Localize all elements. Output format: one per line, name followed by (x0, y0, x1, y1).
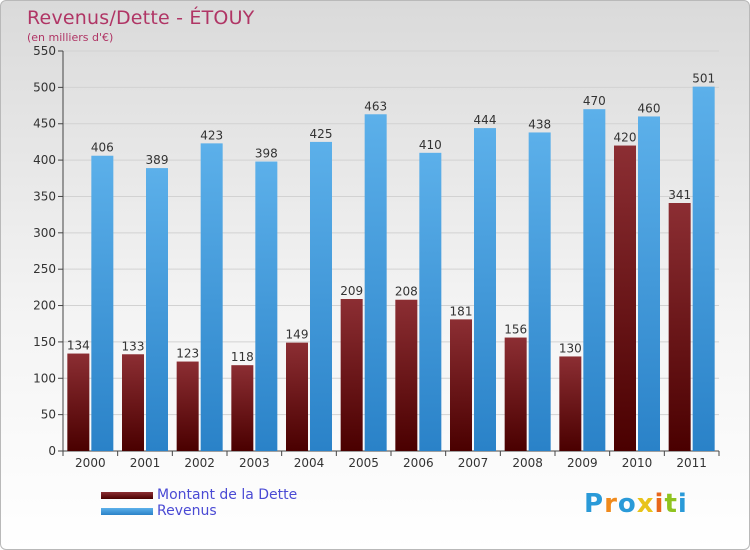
chart-subtitle: (en milliers d'€) (27, 31, 114, 44)
x-tick-label: 2002 (184, 456, 215, 470)
x-tick-label: 2005 (348, 456, 379, 470)
bar-revenus (310, 141, 332, 451)
y-tick-label: 400 (33, 153, 56, 167)
legend-label-revenus: Revenus (157, 503, 217, 519)
bar-revenus (528, 132, 551, 452)
chart-title: Revenus/Dette - ÉTOUY (27, 7, 255, 29)
data-label-dette: 134 (67, 339, 90, 353)
data-label-revenus: 460 (638, 101, 661, 115)
x-tick-label: 2000 (75, 456, 106, 470)
legend-swatch-dette (101, 491, 153, 499)
data-label-revenus: 463 (364, 99, 387, 113)
y-tick-label: 500 (33, 80, 56, 94)
data-label-dette: 156 (504, 323, 527, 337)
bar-dette (450, 319, 472, 451)
y-tick-label: 150 (33, 335, 56, 349)
legend-label-dette: Montant de la Dette (157, 487, 298, 503)
x-tick-label: 2003 (239, 456, 270, 470)
proxiti-logo: Proxiti (584, 489, 688, 519)
data-label-revenus: 398 (255, 147, 278, 161)
data-label-dette: 123 (176, 347, 199, 361)
x-tick-label: 2007 (458, 456, 489, 470)
bar-revenus (419, 152, 442, 451)
data-label-dette: 209 (340, 284, 363, 298)
data-label-revenus: 444 (474, 113, 497, 127)
data-label-revenus: 438 (528, 117, 551, 131)
bar-revenus (200, 143, 223, 451)
y-tick-label: 250 (33, 262, 56, 276)
bar-dette (668, 203, 691, 451)
x-tick-label: 2011 (676, 456, 707, 470)
y-tick-label: 300 (33, 226, 56, 240)
bar-revenus (638, 116, 660, 452)
bar-dette (504, 337, 527, 451)
data-label-dette: 130 (559, 341, 582, 355)
bar-dette (231, 365, 254, 451)
x-tick-label: 2010 (622, 456, 653, 470)
x-tick-label: 2008 (512, 456, 543, 470)
data-label-revenus: 389 (146, 153, 169, 167)
y-tick-label: 550 (33, 44, 56, 58)
x-tick-label: 2001 (130, 456, 161, 470)
y-tick-label: 50 (41, 408, 56, 422)
x-tick-label: 2006 (403, 456, 434, 470)
y-tick-label: 450 (33, 117, 56, 131)
bar-dette (395, 299, 418, 451)
bar-revenus (692, 86, 715, 452)
data-label-revenus: 410 (419, 138, 442, 152)
y-tick-label: 100 (33, 371, 56, 385)
data-label-dette: 149 (286, 328, 309, 342)
data-label-revenus: 425 (310, 127, 333, 141)
data-label-revenus: 406 (91, 141, 114, 155)
bar-revenus (146, 168, 168, 451)
bar-revenus (474, 128, 496, 451)
data-label-dette: 133 (122, 339, 145, 353)
x-tick-label: 2009 (567, 456, 598, 470)
bar-dette (340, 299, 363, 451)
data-label-dette: 118 (231, 350, 254, 364)
legend-item-dette: Montant de la Dette (101, 487, 297, 503)
y-tick-label: 0 (48, 444, 56, 458)
bar-revenus (91, 155, 114, 451)
data-label-dette: 208 (395, 285, 418, 299)
data-label-dette: 341 (668, 188, 691, 202)
bar-dette (122, 354, 144, 451)
legend-swatch-revenus (101, 507, 153, 515)
grid-lines (63, 50, 719, 452)
bars (67, 86, 715, 452)
data-label-revenus: 501 (692, 72, 715, 86)
y-tick-label: 350 (33, 189, 56, 203)
data-label-revenus: 470 (583, 94, 606, 108)
x-tick-label: 2004 (294, 456, 325, 470)
bar-revenus (255, 161, 278, 451)
data-label-dette: 181 (450, 304, 473, 318)
bar-dette (286, 342, 308, 451)
y-tick-label: 200 (33, 299, 56, 313)
bar-dette (559, 356, 582, 451)
bar-dette (67, 353, 90, 451)
bar-dette (614, 145, 636, 451)
axes: 0 50 100 150 200 250 300 350 400 450 500 550 2000 200… (33, 44, 720, 470)
data-label-revenus: 423 (200, 128, 223, 142)
bar-dette (176, 361, 199, 451)
data-labels: 134 406 133 389 123 423 118 398 149 425 209 463 208 4… (67, 72, 715, 365)
bar-revenus (364, 114, 387, 451)
data-label-dette: 420 (614, 131, 637, 145)
legend: Montant de la Dette Revenus (101, 487, 297, 519)
bar-revenus (583, 109, 606, 451)
legend-item-revenus: Revenus (101, 503, 297, 519)
